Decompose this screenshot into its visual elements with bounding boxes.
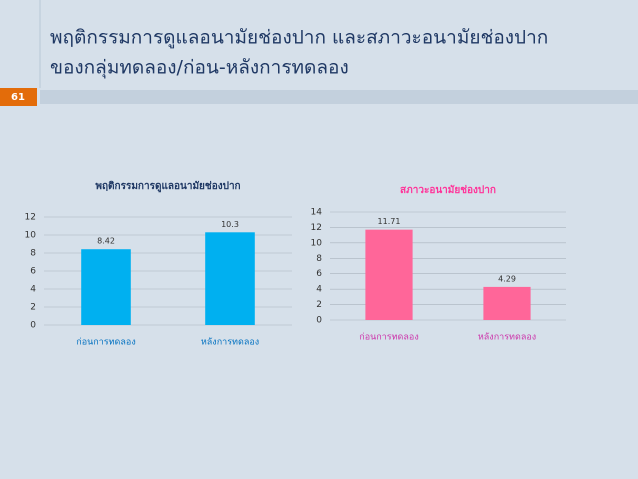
- value-label: 4.29: [498, 274, 516, 283]
- y-tick-label: 2: [30, 303, 36, 313]
- value-label: 10.3: [221, 220, 239, 229]
- y-tick-label: 8: [316, 254, 322, 264]
- bar: [365, 229, 413, 320]
- slide-title: ของกลุ่มทดลอง/ก่อน-หลังการทดลอง: [50, 57, 349, 80]
- chart-title: สภาวะอนามัยช่องปาก: [400, 184, 496, 196]
- x-tick-label: ก่อนการทดลอง: [76, 338, 135, 348]
- y-tick-label: 10: [311, 238, 323, 248]
- value-label: 11.71: [378, 217, 401, 226]
- value-label: 8.42: [97, 237, 115, 246]
- y-tick-label: 12: [25, 213, 36, 223]
- y-tick-label: 12: [311, 223, 322, 233]
- y-tick-label: 14: [311, 208, 323, 218]
- bar: [483, 286, 531, 320]
- y-tick-label: 0: [30, 321, 36, 331]
- chart-title: พฤติกรรมการดูแลอนามัยช่องปาก: [95, 180, 240, 193]
- page-number: 61: [11, 92, 25, 103]
- y-tick-label: 6: [316, 269, 322, 279]
- y-tick-label: 4: [30, 285, 36, 295]
- bar: [81, 249, 131, 325]
- header-band: [40, 90, 638, 104]
- y-tick-label: 0: [316, 316, 322, 326]
- slide-title: พฤติกรรมการดูแลอนามัยช่องปาก และสภาวะอนา…: [50, 27, 548, 49]
- y-tick-label: 8: [30, 249, 36, 259]
- x-tick-label: หลังการทดลอง: [201, 338, 259, 348]
- y-tick-label: 10: [25, 231, 37, 241]
- y-tick-label: 4: [316, 285, 322, 295]
- bar: [205, 232, 255, 325]
- x-tick-label: หลังการทดลอง: [478, 333, 536, 343]
- y-tick-label: 2: [316, 300, 322, 310]
- page-number-box: [0, 88, 37, 106]
- y-tick-label: 6: [30, 267, 36, 277]
- x-tick-label: ก่อนการทดลอง: [359, 333, 418, 343]
